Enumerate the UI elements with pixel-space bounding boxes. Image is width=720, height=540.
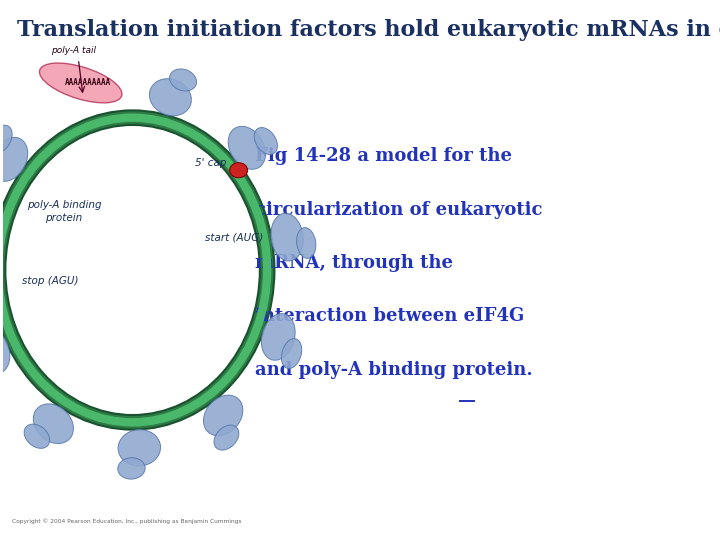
- Text: poly-A tail: poly-A tail: [51, 46, 96, 56]
- Ellipse shape: [261, 314, 295, 360]
- Text: Fig 14-28 a model for the: Fig 14-28 a model for the: [256, 147, 513, 165]
- Ellipse shape: [254, 127, 277, 154]
- Ellipse shape: [33, 404, 73, 443]
- Ellipse shape: [204, 395, 243, 436]
- Text: mRNA, through the: mRNA, through the: [256, 254, 454, 272]
- Text: start (AUG): start (AUG): [205, 233, 264, 243]
- Ellipse shape: [24, 424, 50, 448]
- Ellipse shape: [118, 430, 161, 466]
- Ellipse shape: [170, 69, 197, 91]
- Ellipse shape: [40, 63, 122, 103]
- Ellipse shape: [214, 425, 239, 450]
- Text: poly-A binding
protein: poly-A binding protein: [27, 200, 102, 223]
- Ellipse shape: [230, 163, 248, 178]
- Text: circularization of eukaryotic: circularization of eukaryotic: [256, 200, 543, 219]
- Ellipse shape: [0, 137, 28, 181]
- Text: 5' cap: 5' cap: [194, 158, 226, 168]
- Text: Translation initiation factors hold eukaryotic mRNAs in circles: Translation initiation factors hold euka…: [17, 19, 720, 41]
- Ellipse shape: [228, 126, 266, 169]
- Text: and poly-A binding protein.: and poly-A binding protein.: [256, 361, 533, 379]
- Text: interaction between eIF4G: interaction between eIF4G: [256, 307, 525, 326]
- Ellipse shape: [150, 79, 192, 116]
- Text: stop (AGU): stop (AGU): [22, 276, 78, 286]
- Text: Copyright © 2004 Pearson Education, Inc., publishing as Benjamin Cummings: Copyright © 2004 Pearson Education, Inc.…: [12, 518, 242, 524]
- Ellipse shape: [118, 458, 145, 479]
- Ellipse shape: [0, 125, 12, 153]
- Ellipse shape: [282, 339, 302, 368]
- Ellipse shape: [0, 328, 10, 374]
- Ellipse shape: [297, 228, 316, 258]
- Ellipse shape: [271, 213, 303, 261]
- Text: AAAAAAAAAA: AAAAAAAAAA: [65, 78, 111, 87]
